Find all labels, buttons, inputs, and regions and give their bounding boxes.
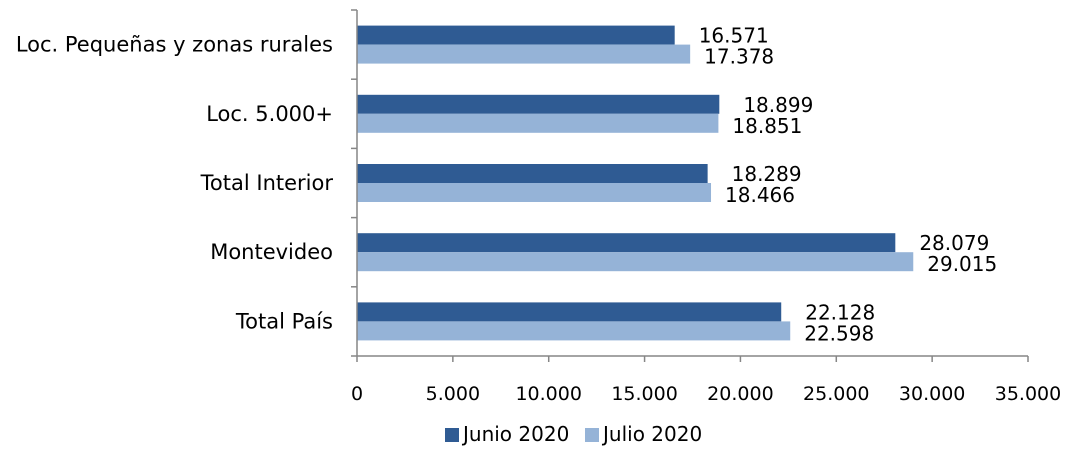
x-tick-label: 30.000 — [899, 383, 965, 405]
data-label: 29.015 — [927, 252, 997, 276]
legend-label: Julio 2020 — [601, 422, 702, 446]
data-label: 18.289 — [732, 162, 802, 186]
legend-label: Junio 2020 — [461, 422, 569, 446]
data-label: 22.128 — [805, 300, 875, 324]
bar — [357, 302, 782, 322]
x-tick-label: 15.000 — [611, 383, 677, 405]
bar — [357, 321, 791, 341]
x-tick-label: 0 — [351, 383, 363, 405]
bar — [357, 183, 712, 202]
legend-swatch — [585, 428, 599, 442]
bars-group — [357, 25, 914, 341]
bar — [357, 94, 720, 114]
x-tick-label: 35.000 — [995, 383, 1061, 405]
legend-swatch — [445, 428, 459, 442]
bar — [357, 44, 691, 64]
axes-group — [351, 9, 1029, 362]
bar — [357, 252, 914, 272]
data-label: 18.851 — [732, 114, 802, 138]
x-tick-label: 25.000 — [803, 383, 869, 405]
x-tick-label: 20.000 — [707, 383, 773, 405]
category-label: Total País — [235, 309, 333, 333]
category-labels: Loc. Pequeñas y zonas rurales Loc. 5.000+… — [16, 33, 334, 334]
data-label: 28.079 — [919, 231, 989, 255]
bar — [357, 113, 719, 133]
bar — [357, 233, 896, 253]
data-label: 18.899 — [743, 93, 813, 117]
bar — [357, 164, 708, 183]
data-label: 18.466 — [725, 183, 795, 207]
legend: Junio 2020 Julio 2020 — [445, 422, 702, 446]
x-tick-label: 5.000 — [426, 383, 480, 405]
data-label: 16.571 — [699, 24, 769, 48]
category-label: Loc. Pequeñas y zonas rurales — [16, 33, 333, 57]
x-tick-labels: 0 5.000 10.000 15.000 20.000 25.000 30.000 35.0… — [351, 383, 1061, 405]
category-label: Montevideo — [210, 240, 333, 264]
bar — [357, 25, 675, 45]
data-label: 22.598 — [804, 321, 874, 345]
data-label: 17.378 — [704, 45, 774, 69]
category-label: Total Interior — [200, 171, 334, 195]
category-label: Loc. 5.000+ — [206, 102, 333, 126]
x-tick-label: 10.000 — [515, 383, 581, 405]
